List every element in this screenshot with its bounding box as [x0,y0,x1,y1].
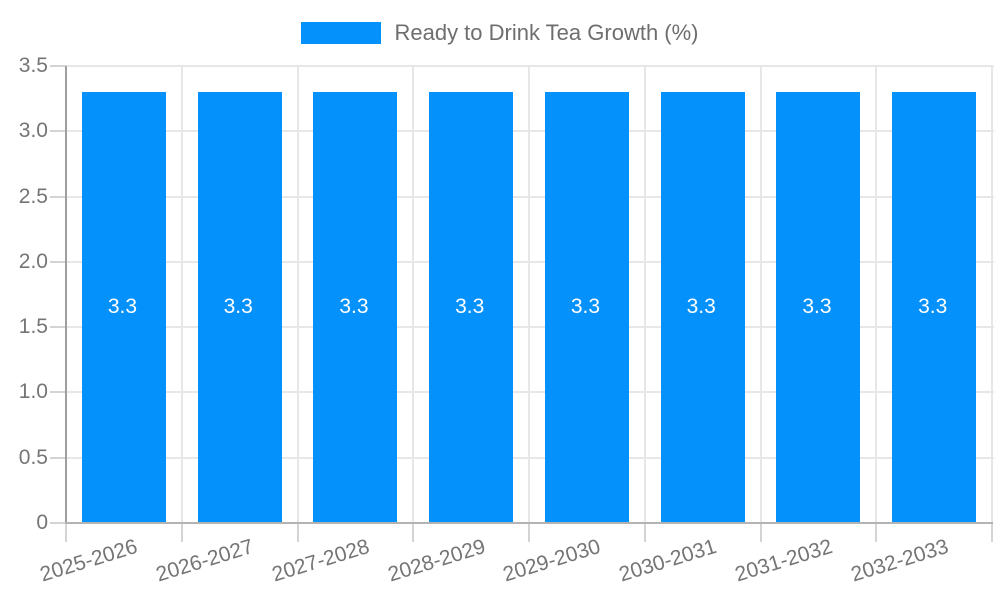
y-axis-tick [50,65,66,67]
y-axis-label: 1.0 [18,380,48,404]
y-axis-label: 0 [36,511,48,534]
y-axis-label: 2.5 [18,184,48,208]
gridline-vertical [875,66,878,523]
x-axis-tick [759,524,762,542]
x-axis-tick [180,524,183,542]
y-axis-label: 1.5 [18,315,48,339]
bar-value-label: 3.3 [570,294,601,318]
gridline-vertical [180,66,183,523]
x-axis-label: 2025-2026 [37,535,141,587]
x-axis-tick [412,524,415,542]
bar [429,92,514,523]
x-axis-label: 2032-2033 [848,535,951,587]
bar-value-label: 3.3 [223,294,253,318]
y-axis-tick [50,326,66,329]
x-axis-label: 2030-2031 [616,535,720,587]
gridline-vertical [528,66,530,523]
x-axis-label: 2027-2028 [269,535,373,587]
x-axis-label: 2026-2027 [153,535,257,587]
y-axis-label: 0.5 [18,445,48,469]
y-axis-label: 3.5 [18,54,48,77]
gridline-horizontal [66,65,994,67]
y-axis-tick [50,522,66,524]
x-axis-label: 2028-2029 [385,535,488,587]
bar [544,92,629,523]
bar-value-label: 3.3 [107,294,138,318]
gridline-vertical [643,66,646,523]
x-axis-line [65,522,993,524]
x-axis-tick [528,524,530,542]
x-axis-tick [875,524,878,542]
y-axis-tick [50,195,66,198]
bar [313,92,398,523]
y-axis-label: 3.0 [18,119,48,143]
gridline-horizontal [66,391,994,394]
legend-swatch [301,22,382,44]
y-axis-tick [50,130,66,133]
y-axis-tick [50,391,66,394]
x-axis-label: 2031-2032 [732,535,836,587]
x-axis-tick [296,524,299,542]
legend-label: Ready to Drink Tea Growth (%) [394,20,699,45]
gridline-horizontal [66,130,994,133]
x-axis-tick [65,524,67,542]
bar-value-label: 3.3 [918,294,948,318]
bar [660,92,745,523]
gridline-horizontal [66,195,994,198]
gridline-horizontal [66,326,994,329]
gridline-horizontal [66,456,994,459]
gridline-vertical [296,66,299,523]
y-axis-label: 2.0 [18,249,48,273]
gridline-vertical [991,66,993,523]
bar [81,92,166,523]
bar-value-label: 3.3 [339,294,369,318]
bar [892,92,977,523]
y-axis-line [65,66,67,523]
gridline-horizontal [66,260,994,263]
bar-value-label: 3.3 [802,294,832,318]
bar-value-label: 3.3 [686,294,716,318]
gridline-vertical [759,66,762,523]
x-axis-tick [991,524,993,542]
legend: Ready to Drink Tea Growth (%) [0,20,1000,46]
bar-value-label: 3.3 [455,294,485,318]
x-axis-label: 2029-2030 [500,535,604,587]
y-axis-tick [50,260,66,263]
y-axis-tick [50,456,66,459]
bar [197,92,282,523]
x-axis-tick [643,524,646,542]
bar [776,92,861,523]
gridline-vertical [412,66,415,523]
